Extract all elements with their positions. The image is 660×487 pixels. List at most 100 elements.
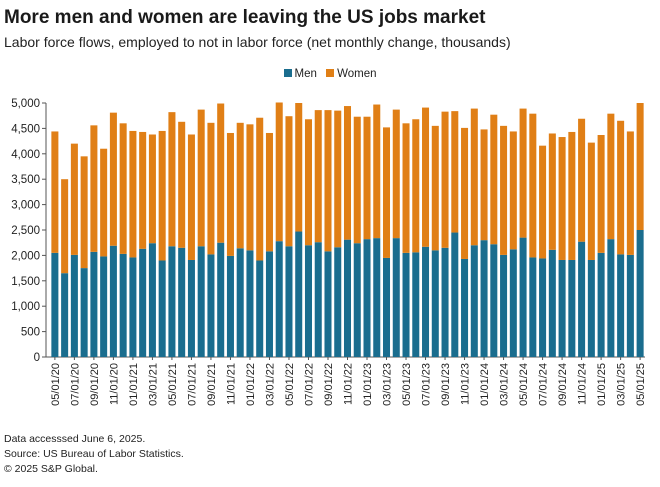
- bar-women: [314, 110, 322, 243]
- bar-men: [402, 252, 410, 357]
- bar-women: [119, 123, 127, 254]
- bar-men: [187, 259, 195, 357]
- bar-women: [636, 103, 644, 230]
- bar-women: [539, 145, 547, 259]
- x-tick-label: 07/01/24: [538, 363, 550, 406]
- x-tick-label: 05/01/20: [50, 363, 62, 406]
- bar-men: [295, 231, 303, 357]
- y-tick-label: 3,000: [11, 200, 40, 212]
- x-tick-label: 09/01/20: [89, 363, 101, 406]
- bar-men: [383, 257, 391, 357]
- y-tick-label: 3,500: [11, 174, 40, 186]
- bar-men: [412, 252, 420, 357]
- bar-men: [451, 232, 459, 357]
- bar-men: [490, 244, 498, 357]
- bar-women: [70, 143, 78, 255]
- bar-men: [334, 247, 342, 357]
- x-tick-label: 01/01/21: [128, 363, 140, 406]
- x-tick-label: 11/01/24: [577, 363, 589, 405]
- bar-women: [275, 102, 283, 242]
- x-tick-label: 05/01/22: [284, 363, 296, 406]
- x-tick-label: 03/01/21: [147, 363, 159, 406]
- bar-men: [119, 253, 127, 357]
- bar-men: [353, 243, 361, 357]
- bar-men: [587, 259, 595, 357]
- bar-men: [178, 247, 186, 357]
- bar-women: [334, 110, 342, 248]
- bar-women: [148, 134, 156, 244]
- bar-men: [548, 249, 556, 357]
- bar-women: [617, 120, 625, 255]
- bar-men: [236, 248, 244, 357]
- x-tick-label: 01/01/23: [362, 363, 374, 406]
- x-tick-label: 11/01/21: [225, 363, 237, 405]
- bar-women: [109, 112, 117, 246]
- bar-women: [626, 131, 634, 255]
- bar-men: [285, 246, 293, 357]
- x-tick-label: 01/01/25: [596, 363, 608, 406]
- y-tick-label: 1,000: [11, 301, 40, 313]
- bar-men: [207, 254, 215, 357]
- bar-men: [617, 254, 625, 357]
- bar-men: [148, 243, 156, 357]
- bar-women: [422, 107, 430, 247]
- x-tick-label: 11/01/22: [343, 363, 355, 405]
- x-tick-label: 03/01/25: [616, 363, 628, 406]
- bar-men: [626, 254, 634, 357]
- y-tick-label: 2,500: [11, 225, 40, 237]
- bar-men: [256, 260, 264, 357]
- bar-men: [373, 238, 381, 357]
- bar-men: [500, 254, 508, 357]
- bar-women: [529, 113, 537, 258]
- bar-women: [353, 116, 361, 244]
- bar-women: [519, 108, 527, 238]
- y-tick-label: 4,500: [11, 123, 40, 135]
- bar-women: [324, 110, 332, 252]
- bar-women: [597, 135, 605, 253]
- footnote-copyright: © 2025 S&P Global.: [4, 463, 98, 475]
- stacked-bar-chart: 0 500 1,000 1,500 2,000 2,500 3,000 3,500 4,000 4…: [11, 98, 647, 406]
- x-tick-label: 05/01/24: [518, 363, 530, 406]
- bar-men: [100, 256, 108, 357]
- legend: Men Women: [0, 68, 660, 80]
- bar-men: [265, 251, 273, 357]
- bar-women: [187, 134, 195, 260]
- x-tick-label: 07/01/22: [303, 363, 315, 406]
- bar-women: [51, 131, 59, 253]
- bar-men: [519, 237, 527, 357]
- bar-men: [90, 251, 98, 357]
- x-tick-label: 07/01/23: [421, 363, 433, 406]
- bar-men: [470, 245, 478, 357]
- bar-women: [451, 111, 459, 233]
- bar-women: [373, 104, 381, 239]
- x-tick-label: 03/01/22: [264, 363, 276, 406]
- x-tick-label: 05/01/23: [401, 363, 413, 406]
- bar-men: [480, 240, 488, 357]
- chart-title: More men and women are leaving the US jo…: [4, 7, 486, 28]
- bar-men: [168, 246, 176, 357]
- bar-women: [343, 106, 352, 240]
- bar-women: [470, 108, 478, 246]
- bar-women: [100, 148, 108, 257]
- y-tick-label: 5,000: [11, 98, 40, 110]
- bar-women: [587, 142, 595, 260]
- bar-men: [529, 257, 537, 357]
- bar-men: [158, 260, 166, 357]
- bar-women: [412, 119, 420, 253]
- bar-women: [578, 118, 586, 242]
- bar-women: [490, 114, 498, 245]
- bar-women: [139, 131, 147, 249]
- bar-women: [402, 123, 410, 253]
- bar-men: [539, 258, 547, 357]
- x-tick-label: 01/01/22: [245, 363, 257, 406]
- chart-subtitle: Labor force flows, employed to not in la…: [4, 34, 511, 50]
- bar-women: [285, 116, 293, 247]
- legend-item-men: Men: [283, 68, 317, 80]
- bar-women: [129, 130, 137, 258]
- bar-men: [578, 241, 586, 357]
- bar-women: [61, 179, 69, 274]
- bar-men: [80, 268, 88, 357]
- bar-women: [548, 133, 556, 250]
- legend-swatch-women: [326, 68, 335, 77]
- bar-men: [139, 248, 147, 357]
